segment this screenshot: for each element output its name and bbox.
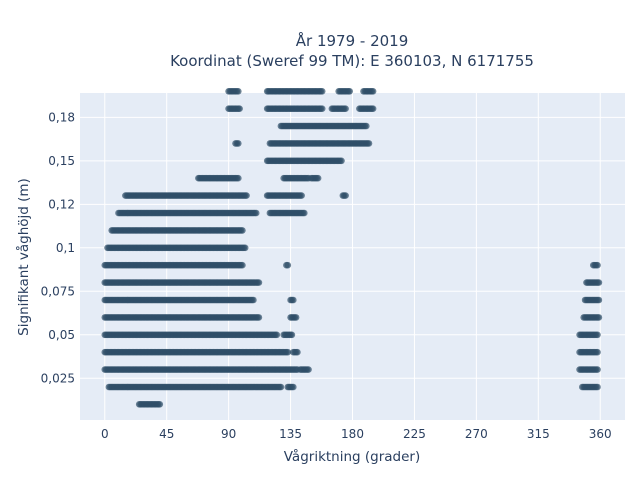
x-axis-label: Vågriktning (grader) — [284, 448, 421, 465]
data-point — [243, 192, 250, 199]
data-point — [298, 192, 305, 199]
data-point — [301, 209, 308, 217]
chart-title-line2: Koordinat (Sweref 99 TM): E 360103, N 61… — [170, 52, 534, 70]
data-point — [235, 140, 242, 147]
data-point — [236, 105, 243, 112]
data-point — [595, 296, 603, 304]
data-point — [273, 331, 281, 339]
y-tick-label: 0,15 — [48, 154, 75, 168]
data-point — [255, 314, 263, 321]
x-tick-label: 315 — [527, 427, 550, 441]
data-point — [369, 88, 377, 95]
data-point — [235, 174, 242, 182]
data-point — [594, 331, 601, 339]
data-point — [346, 88, 354, 95]
data-points — [101, 88, 603, 408]
data-point — [277, 383, 285, 391]
data-point — [284, 261, 292, 269]
data-point — [342, 105, 349, 112]
data-point — [342, 192, 349, 199]
y-axis-label: Signifikant våghöjd (m) — [15, 178, 32, 336]
data-point — [288, 331, 296, 339]
y-tick-label: 0,12 — [48, 197, 75, 211]
data-point — [239, 261, 246, 269]
data-point — [594, 366, 601, 373]
y-tick-label: 0,025 — [41, 371, 75, 385]
data-point — [363, 122, 370, 130]
x-tick-label: 360 — [589, 427, 612, 441]
data-point — [314, 174, 322, 182]
data-point — [292, 314, 300, 321]
x-tick-label: 45 — [159, 427, 174, 441]
data-point — [594, 383, 601, 391]
data-point — [235, 88, 242, 95]
data-point — [305, 366, 312, 373]
data-point — [595, 279, 603, 286]
x-tick-label: 270 — [465, 427, 488, 441]
data-point — [252, 209, 260, 217]
y-tick-label: 0,1 — [56, 241, 75, 255]
chart-title-line1: År 1979 - 2019 — [296, 31, 409, 50]
x-tick-label: 135 — [279, 427, 302, 441]
y-tick-label: 0,18 — [48, 110, 75, 124]
data-point — [594, 348, 601, 356]
data-point — [255, 279, 263, 286]
x-tick-label: 225 — [403, 427, 426, 441]
data-point — [369, 105, 377, 112]
data-point — [594, 261, 601, 269]
data-point — [156, 401, 164, 408]
data-point — [239, 227, 246, 234]
data-point — [284, 348, 292, 356]
data-point — [241, 244, 249, 252]
y-tick-labels: 0,025 0,05 0,075 0,1 0,12 0,15 0,18 — [41, 110, 75, 385]
y-tick-label: 0,075 — [41, 284, 75, 298]
data-point — [290, 383, 297, 391]
data-point — [595, 314, 603, 321]
data-point — [290, 296, 297, 304]
x-tick-label: 180 — [341, 427, 364, 441]
data-point — [318, 105, 326, 112]
x-tick-label: 0 — [101, 427, 109, 441]
data-point — [318, 88, 326, 95]
data-point — [365, 140, 373, 147]
data-point — [294, 348, 301, 356]
data-point — [250, 296, 257, 304]
data-point — [338, 157, 345, 165]
x-tick-labels: 0 45 90 135 180 225 270 315 360 — [101, 427, 612, 441]
x-tick-label: 90 — [221, 427, 236, 441]
y-tick-label: 0,05 — [48, 328, 75, 342]
